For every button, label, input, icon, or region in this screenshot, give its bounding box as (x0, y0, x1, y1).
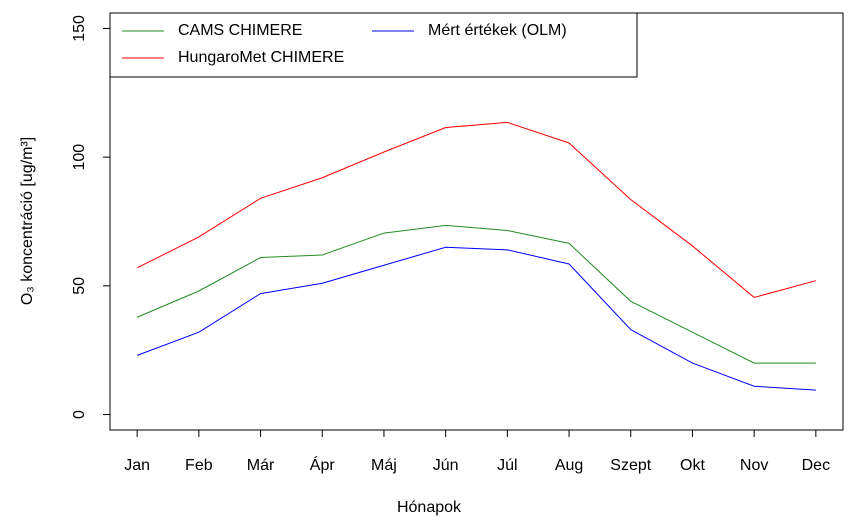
x-tick-label: Aug (555, 457, 583, 474)
y-tick-label: 50 (71, 277, 88, 295)
x-tick-label: Feb (185, 457, 213, 474)
y-tick-label: 100 (71, 144, 88, 171)
series-line (136, 121, 816, 298)
x-tick-label: Szept (610, 457, 651, 474)
x-tick-label: Már (247, 457, 275, 474)
x-tick-label: Ápr (310, 455, 336, 474)
x-axis-label: Hónapok (397, 499, 462, 516)
x-tick-label: Okt (680, 457, 705, 474)
x-tick-label: Jún (433, 457, 459, 474)
series-line (136, 246, 816, 391)
y-tick-label: 0 (71, 410, 88, 419)
y-axis-label: O₃ koncentráció [ug/m³] (19, 137, 36, 305)
legend-label: HungaroMet CHIMERE (178, 49, 344, 66)
x-tick-label: Nov (740, 457, 768, 474)
series-line (136, 224, 816, 364)
legend-box (109, 12, 638, 78)
legend-label: Mért értékek (OLM) (428, 22, 567, 39)
x-tick-label: Dec (802, 457, 830, 474)
x-tick-label: Jan (124, 457, 150, 474)
x-tick-label: Júl (497, 457, 517, 474)
legend-label: CAMS CHIMERE (178, 22, 302, 39)
x-tick-label: Máj (371, 457, 397, 474)
y-tick-label: 150 (71, 15, 88, 42)
